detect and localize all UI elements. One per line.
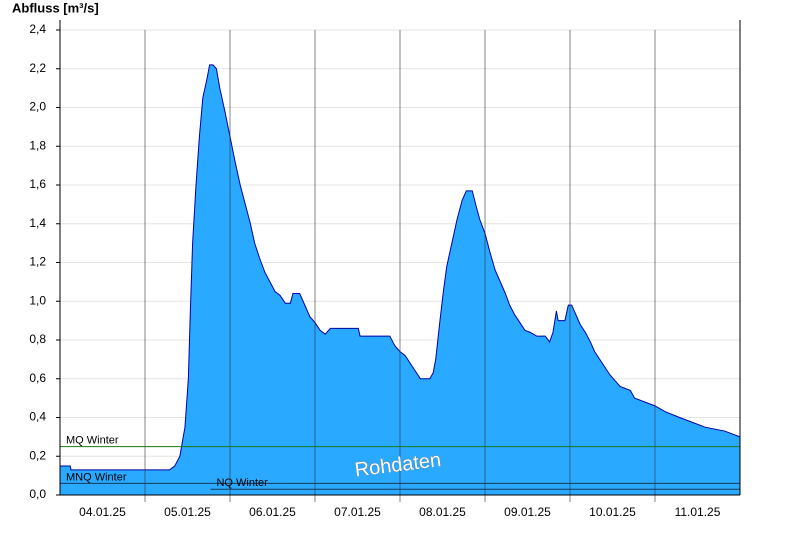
y-tick-label: 1,6 bbox=[29, 177, 46, 191]
reference-label: NQ Winter bbox=[216, 477, 268, 489]
y-tick-label: 0,6 bbox=[29, 371, 46, 385]
y-tick-label: 1,0 bbox=[29, 293, 46, 307]
y-tick-label: 2,2 bbox=[29, 61, 46, 75]
y-tick-label: 1,2 bbox=[29, 255, 46, 269]
x-tick-label: 05.01.25 bbox=[164, 505, 211, 519]
x-tick-label: 04.01.25 bbox=[79, 505, 126, 519]
y-tick-label: 0,2 bbox=[29, 448, 46, 462]
y-tick-label: 1,8 bbox=[29, 138, 46, 152]
x-tick-label: 06.01.25 bbox=[249, 505, 296, 519]
x-tick-label: 11.01.25 bbox=[675, 505, 721, 519]
y-axis-title: Abfluss [m³/s] bbox=[12, 0, 99, 15]
y-tick-label: 0,4 bbox=[29, 410, 46, 424]
area-line bbox=[60, 64, 741, 471]
reference-label: MQ Winter bbox=[66, 434, 119, 446]
y-tick-label: 0,8 bbox=[29, 332, 46, 346]
y-tick-label: 1,4 bbox=[29, 216, 46, 230]
reference-label: MNQ Winter bbox=[66, 471, 127, 483]
x-tick-label: 07.01.25 bbox=[334, 505, 381, 519]
x-tick-label: 08.01.25 bbox=[419, 505, 466, 519]
y-tick-label: 2,0 bbox=[29, 100, 46, 114]
y-tick-label: 2,4 bbox=[29, 22, 46, 36]
x-tick-label: 10.01.25 bbox=[589, 505, 636, 519]
x-tick-label: 09.01.25 bbox=[504, 505, 551, 519]
y-tick-label: 0,0 bbox=[29, 487, 46, 501]
